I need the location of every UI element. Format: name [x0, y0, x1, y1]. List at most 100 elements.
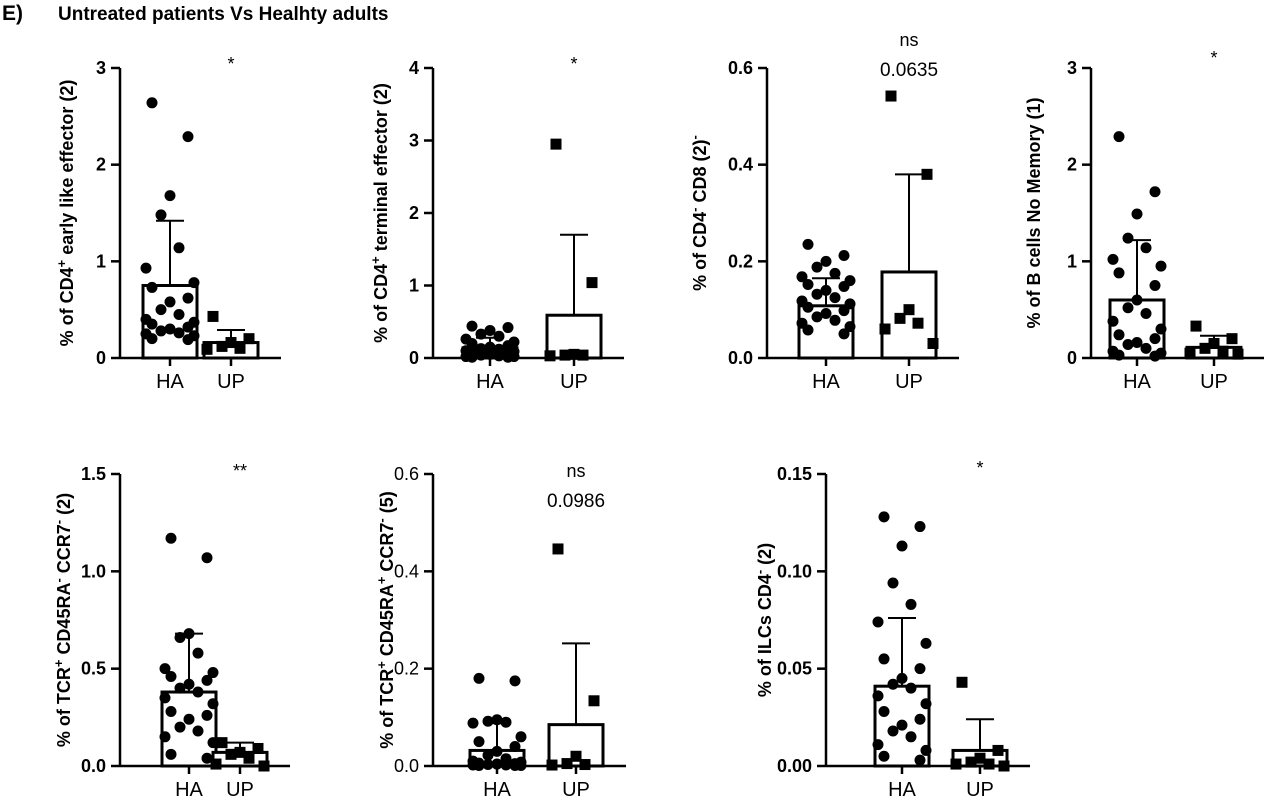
y-tick-label: 2 [1067, 155, 1077, 175]
data-point-ha [493, 330, 505, 342]
y-tick-label: 1.0 [81, 561, 106, 581]
x-tick-label: HA [888, 779, 916, 801]
data-point-ha [1149, 333, 1161, 345]
data-point-ha [844, 321, 856, 333]
y-label-text: CCR7 [54, 524, 74, 578]
y-tick-label: 0.15 [777, 464, 812, 484]
y-label-text: (5) [377, 491, 397, 518]
data-point-up [577, 349, 589, 361]
panel-label: E) [2, 2, 23, 25]
data-point-ha [509, 741, 521, 753]
data-point-ha [473, 736, 485, 748]
data-point-ha [1122, 232, 1134, 244]
data-point-up [570, 750, 582, 762]
data-point-up [552, 543, 564, 555]
data-point-ha [207, 737, 219, 749]
data-point-up [1184, 347, 1196, 359]
data-point-up [258, 760, 270, 772]
data-point-ha [466, 351, 478, 363]
data-point-ha [182, 334, 194, 346]
y-axis-label: % of CD4+ early like effector (2) [54, 80, 77, 347]
significance-label: 0.0635 [880, 60, 938, 81]
data-point-up [561, 758, 573, 770]
data-point-ha [164, 323, 176, 335]
data-point-ha [502, 322, 514, 334]
data-point-ha [1131, 294, 1143, 306]
data-point-ha [500, 716, 512, 728]
data-point-ha [1149, 280, 1161, 291]
data-point-ha [493, 350, 505, 362]
y-label-superscript: + [54, 259, 69, 267]
data-point-up [216, 340, 228, 352]
y-tick-label: 0.2 [394, 659, 419, 679]
y-label-superscript: + [374, 576, 389, 584]
data-point-up [588, 695, 600, 707]
data-point-ha [887, 725, 899, 737]
data-point-ha [1113, 349, 1125, 361]
data-point-up [965, 756, 977, 768]
y-label-text: early like effector (2) [57, 80, 77, 260]
data-point-up [225, 748, 237, 760]
y-tick-label: 0.4 [394, 561, 419, 581]
y-tick-label: 0.00 [777, 756, 812, 776]
data-point-up [1199, 342, 1211, 354]
data-point-ha [887, 577, 899, 589]
y-tick-label: 0.6 [728, 58, 753, 78]
data-point-ha [165, 705, 177, 717]
data-point-ha [802, 279, 814, 291]
y-tick-label: 1 [1067, 251, 1077, 271]
figure-title: Untreated patients Vs Healhty adults [58, 4, 389, 25]
data-point-ha [1140, 308, 1152, 320]
y-label-text: % of CD4 [371, 264, 391, 343]
data-point-ha [466, 338, 478, 349]
significance-label: * [570, 54, 577, 74]
y-axis-label: % of TCR+ CD45RA- CCR7- (2) [51, 493, 74, 747]
bar-ha [1108, 298, 1166, 360]
y-label-text: CCR7 [377, 523, 397, 577]
data-point-ha [500, 759, 512, 771]
data-point-ha [1131, 208, 1143, 220]
data-point-ha [491, 758, 503, 770]
y-tick-label: 0.4 [728, 155, 753, 175]
y-tick-label: 0.0 [394, 756, 419, 776]
chart-2: 0 1 2 3 4 HA UP * % of CD4+ terminal effector (2… [368, 54, 624, 393]
data-point-ha [829, 267, 841, 279]
data-point-ha [482, 749, 494, 761]
data-point-ha [201, 552, 213, 564]
data-point-ha [1140, 342, 1152, 354]
data-point-ha [896, 672, 908, 684]
data-point-up [207, 310, 219, 322]
x-tick-label: HA [483, 779, 511, 801]
y-tick-label: 0.6 [394, 464, 419, 484]
data-point-ha [802, 324, 814, 336]
significance-label: * [1210, 48, 1217, 68]
data-point-ha [1122, 302, 1134, 314]
data-point-ha [207, 667, 219, 679]
y-tick-label: 0.5 [81, 659, 106, 679]
data-point-ha [872, 690, 884, 702]
y-label-superscript: - [752, 570, 767, 574]
y-label-text: CD8 [690, 166, 710, 207]
x-tick-label: UP [217, 371, 245, 393]
data-point-up [950, 758, 962, 770]
y-tick-label: 0 [409, 348, 419, 368]
data-point-ha [159, 663, 171, 675]
y-label-text: (2) [755, 543, 775, 570]
data-point-ha [1113, 131, 1125, 143]
data-point-up [216, 737, 228, 749]
data-point-up [243, 333, 255, 345]
data-point-ha [1113, 329, 1125, 341]
x-tick-label: HA [476, 371, 504, 393]
x-tick-label: UP [226, 779, 254, 801]
data-point-up [546, 759, 558, 771]
data-point-ha [1149, 186, 1161, 198]
data-point-up [252, 742, 264, 754]
data-point-ha [165, 748, 177, 760]
significance-label: ns [899, 30, 918, 50]
data-point-up [586, 277, 598, 289]
data-point-ha [838, 328, 850, 340]
x-tick-label: UP [895, 371, 923, 393]
chart-5: 0.00.51.01.5HA UP**% of TCR+ CD45RA- CCR7… [51, 461, 290, 801]
data-point-up [568, 348, 580, 360]
data-point-ha [914, 754, 926, 766]
